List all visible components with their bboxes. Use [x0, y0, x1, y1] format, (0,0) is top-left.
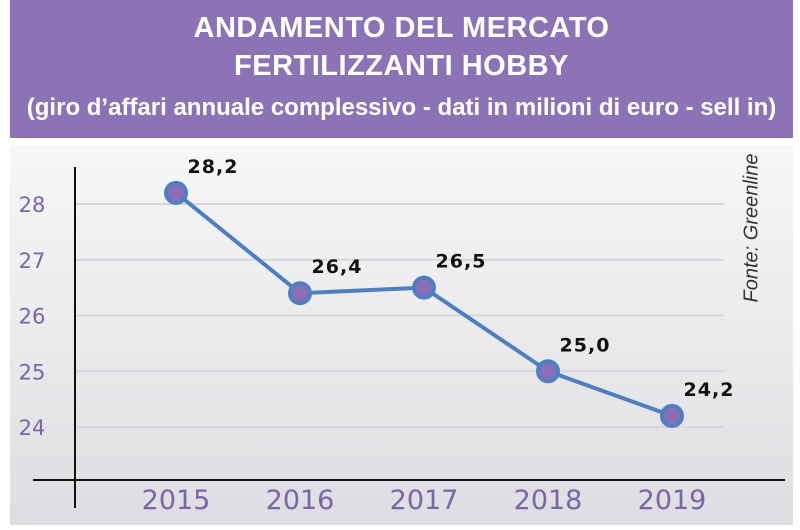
x-tick-label: 2018 — [514, 485, 583, 516]
x-tick-label: 2017 — [390, 485, 459, 516]
data-label: 24,2 — [684, 379, 735, 401]
series-line — [174, 191, 673, 418]
data-point — [660, 403, 684, 428]
x-tick-label: 2016 — [266, 485, 335, 516]
data-label: 28,2 — [188, 156, 239, 178]
data-point — [536, 359, 560, 384]
plot-background — [10, 145, 793, 525]
data-label: 25,0 — [560, 334, 611, 356]
chart-title-line2: FERTILIZZANTI HOBBY — [234, 50, 569, 82]
data-label: 26,5 — [436, 251, 487, 273]
chart-header: ANDAMENTO DEL MERCATO FERTILIZZANTI HOBB… — [10, 0, 793, 138]
chart-title-line1: ANDAMENTO DEL MERCATO — [193, 12, 610, 44]
data-point — [288, 281, 312, 306]
chart-subtitle: (giro d’affari annuale complessivo - dat… — [26, 94, 777, 121]
y-tick-label: 27 — [19, 249, 46, 273]
y-tick-label: 26 — [19, 305, 46, 329]
data-label: 26,4 — [312, 256, 363, 278]
y-tick-label: 25 — [19, 360, 46, 384]
x-tick-label: 2015 — [142, 485, 211, 516]
data-point — [412, 275, 436, 300]
y-tick-label: 24 — [19, 416, 46, 440]
x-tick-label: 2019 — [638, 485, 707, 516]
source-note: Fonte: Greenline — [740, 153, 763, 303]
y-tick-label: 28 — [19, 193, 46, 217]
data-point — [164, 180, 188, 205]
